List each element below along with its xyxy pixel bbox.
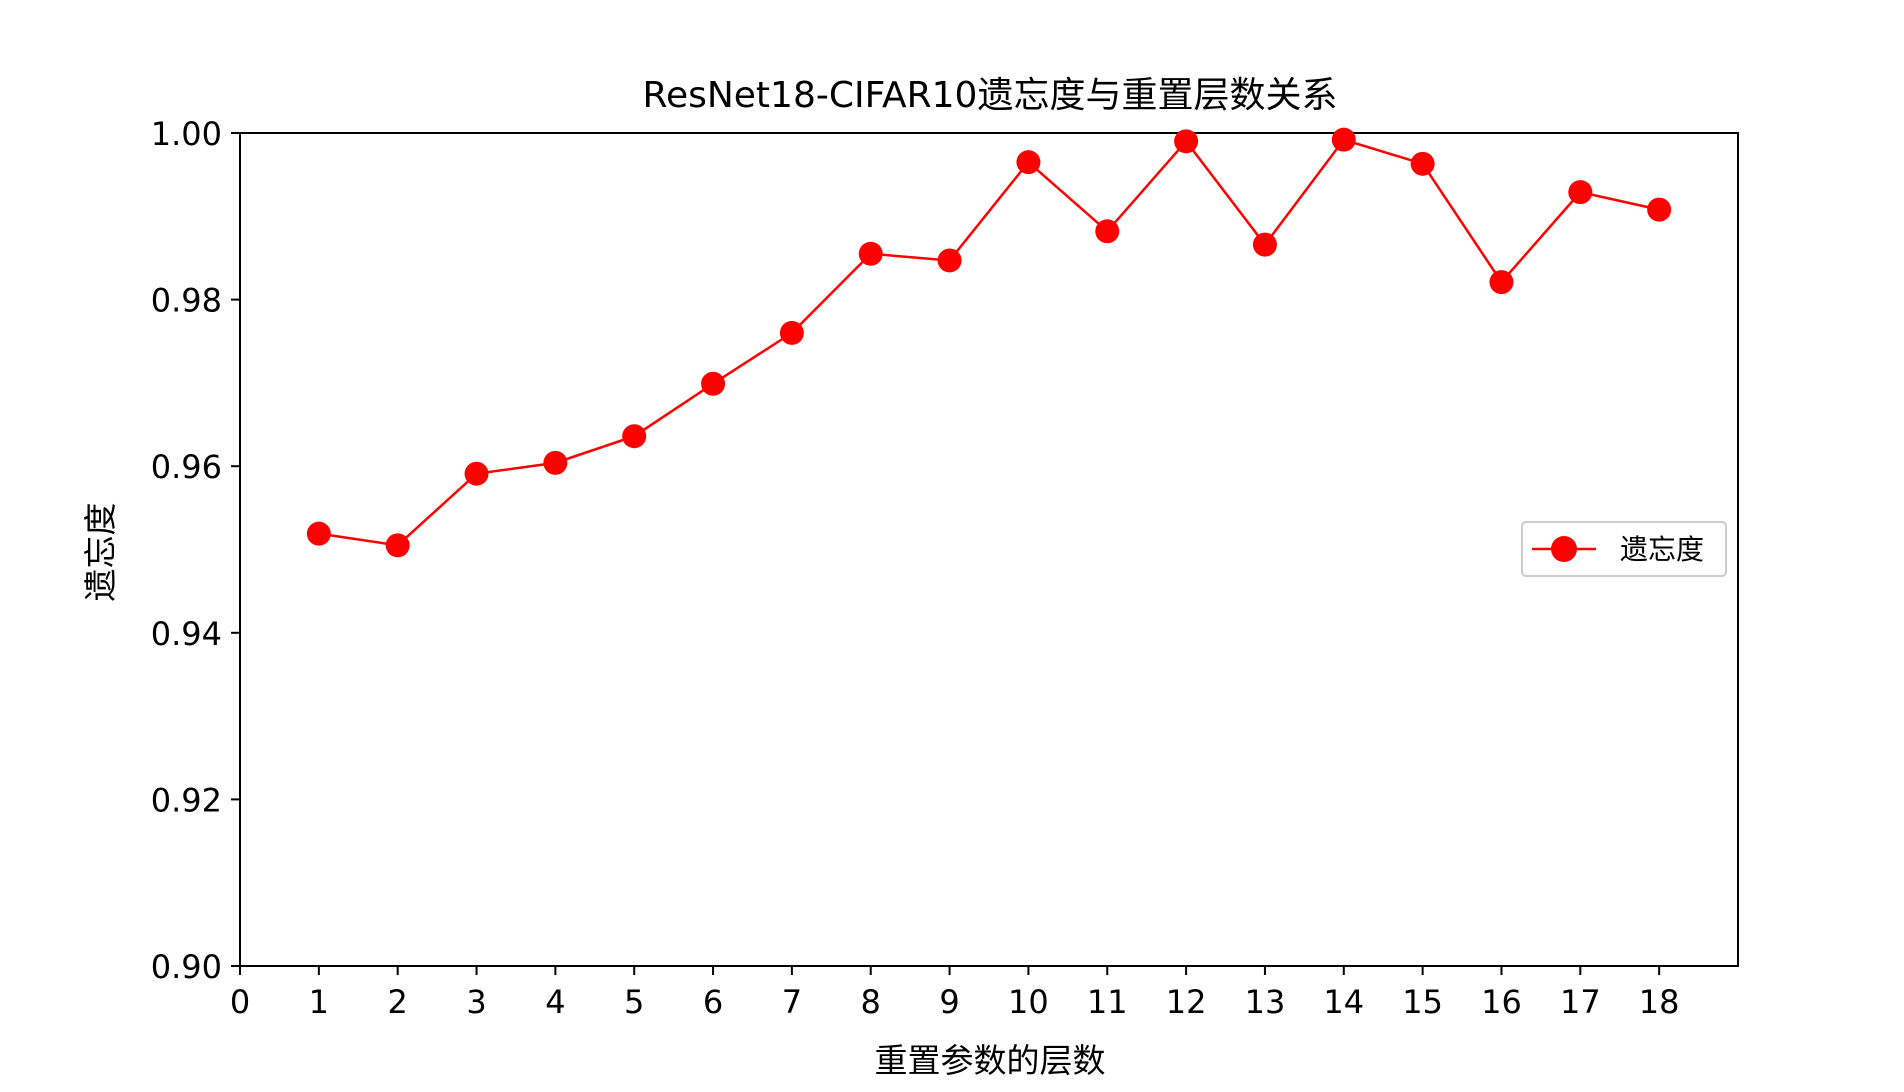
y-tick-label: 0.98: [151, 282, 222, 320]
x-tick-label: 12: [1166, 983, 1207, 1021]
data-point: [937, 248, 962, 273]
data-point: [1489, 270, 1514, 295]
legend-frame: [1521, 521, 1727, 577]
x-tick-label: 2: [388, 983, 408, 1021]
data-point: [1016, 150, 1041, 175]
data-point: [1331, 127, 1356, 152]
data-point: [779, 320, 804, 345]
data-point: [464, 461, 489, 486]
x-tick-label: 11: [1087, 983, 1128, 1021]
legend-entry-label: 遗忘度: [1620, 533, 1704, 566]
y-tick-label: 0.92: [151, 781, 222, 819]
x-tick-label: 5: [624, 983, 644, 1021]
y-axis-label: 遗忘度: [81, 503, 120, 602]
data-point: [701, 371, 726, 396]
x-tick-label: 3: [466, 983, 486, 1021]
x-tick-label: 10: [1008, 983, 1049, 1021]
data-point: [858, 241, 883, 266]
axes: 0 1 2 3 4 5 6 7 8 9 10 11 12 13 14 15 16 17 180.900.920.94…: [151, 115, 1739, 1021]
data-point: [543, 450, 568, 475]
legend-marker-swatch: [1551, 536, 1577, 562]
data-point: [1568, 180, 1593, 205]
data-point: [385, 533, 410, 558]
x-tick-label: 0: [230, 983, 250, 1021]
x-tick-label: 8: [861, 983, 881, 1021]
x-tick-label: 1: [309, 983, 329, 1021]
x-tick-label: 14: [1323, 983, 1364, 1021]
x-tick-label: 18: [1639, 983, 1680, 1021]
x-tick-label: 9: [939, 983, 959, 1021]
plot-frame: [239, 132, 1739, 967]
data-point: [622, 424, 647, 449]
y-tick-label: 1.00: [151, 115, 222, 153]
x-tick-label: 17: [1560, 983, 1601, 1021]
x-tick-label: 16: [1481, 983, 1522, 1021]
legend: 遗忘度: [1521, 521, 1727, 577]
series-layer: [306, 127, 1672, 558]
data-point: [306, 521, 331, 546]
chart-title: ResNet18-CIFAR10遗忘度与重置层数关系: [643, 75, 1338, 116]
data-point: [1647, 197, 1672, 222]
y-tick-label: 0.94: [151, 615, 222, 653]
data-point: [1174, 129, 1199, 154]
x-tick-label: 15: [1402, 983, 1443, 1021]
x-tick-label: 6: [703, 983, 723, 1021]
data-point: [1410, 151, 1435, 176]
y-tick-label: 0.90: [151, 948, 222, 986]
x-axis-label: 重置参数的层数: [875, 1041, 1106, 1080]
data-point: [1252, 232, 1277, 257]
x-tick-label: 13: [1245, 983, 1286, 1021]
x-tick-label: 4: [545, 983, 565, 1021]
series-line: [318, 138, 1660, 547]
x-tick-label: 7: [782, 983, 802, 1021]
y-tick-label: 0.96: [151, 448, 222, 486]
data-point: [1095, 219, 1120, 244]
